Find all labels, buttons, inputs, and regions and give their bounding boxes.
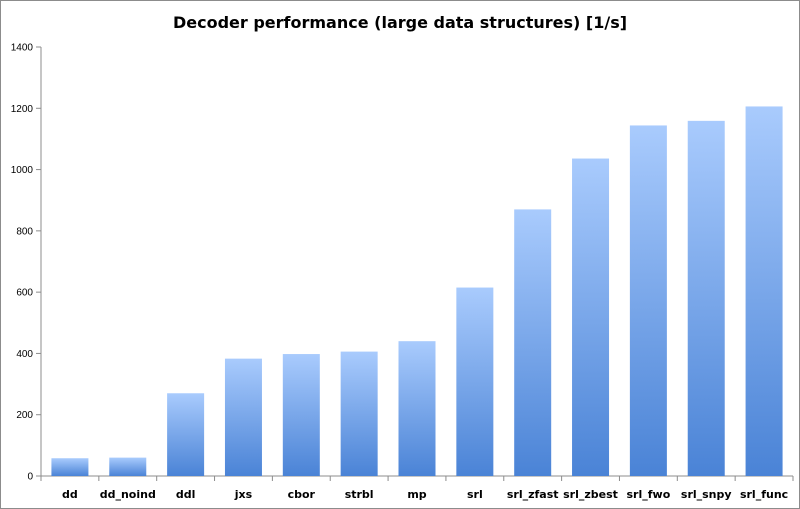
y-tick-label: 600 xyxy=(16,288,33,299)
x-tick-label: srl_zbest xyxy=(563,488,618,501)
bar-srl-fwo xyxy=(629,125,667,477)
x-tick-label: dd_noind xyxy=(100,488,156,501)
bar-strbl xyxy=(340,351,378,476)
x-tick-label: srl_snpy xyxy=(681,488,732,501)
y-tick-label: 1000 xyxy=(11,165,34,176)
y-tick-label: 1400 xyxy=(11,43,34,54)
bar-jxs xyxy=(224,358,262,476)
bar-srl-zbest xyxy=(572,158,610,477)
x-tick-label: jxs xyxy=(234,488,253,501)
y-tick-label: 0 xyxy=(27,472,33,483)
y-tick-label: 1200 xyxy=(11,104,34,115)
bar-ddl xyxy=(167,393,205,476)
bar-cbor xyxy=(282,354,320,476)
y-tick-label: 800 xyxy=(16,226,33,237)
x-tick-label: srl_fwo xyxy=(627,488,671,501)
bar-dd-noind xyxy=(109,457,147,476)
y-tick-label: 200 xyxy=(16,410,33,421)
x-tick-label: srl xyxy=(467,488,483,501)
bar-srl-snpy xyxy=(687,120,725,476)
chart-title: Decoder performance (large data structur… xyxy=(172,13,628,32)
bar-mp xyxy=(398,341,436,476)
bar-srl-func xyxy=(745,106,783,476)
x-tick-label: cbor xyxy=(288,488,316,501)
bar-srl-zfast xyxy=(514,209,552,476)
x-tick-label: mp xyxy=(407,488,426,501)
bar-srl xyxy=(456,287,494,476)
x-tick-label: dd xyxy=(62,488,78,501)
y-tick-label: 400 xyxy=(16,349,33,360)
x-tick-label: srl_zfast xyxy=(507,488,559,501)
x-tick-label: strbl xyxy=(345,488,374,501)
x-tick-label: srl_func xyxy=(740,488,788,501)
bar-dd xyxy=(51,458,89,476)
x-tick-label: ddl xyxy=(176,488,196,501)
